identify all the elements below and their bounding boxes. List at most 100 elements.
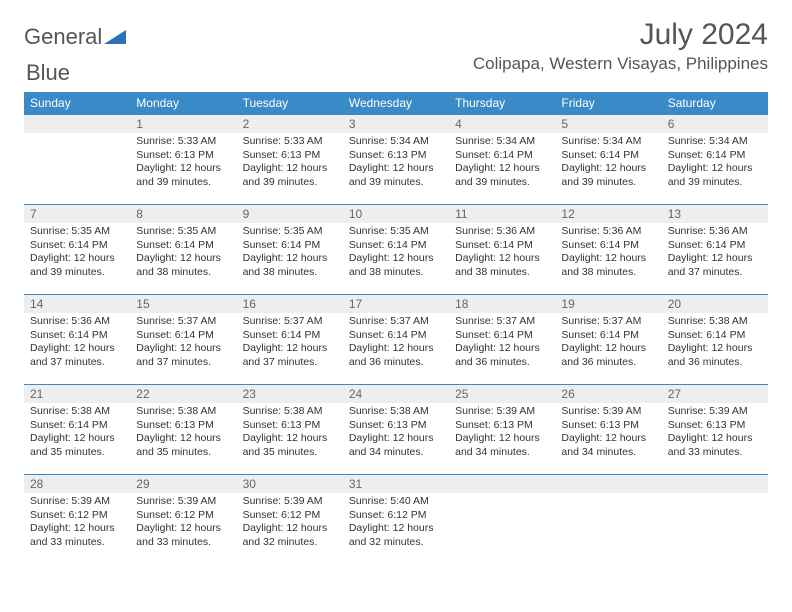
day-details: Sunrise: 5:38 AMSunset: 6:14 PMDaylight:… <box>24 403 130 464</box>
daylight-text: Daylight: 12 hours and 38 minutes. <box>455 252 549 279</box>
calendar-day-cell: 19Sunrise: 5:37 AMSunset: 6:14 PMDayligh… <box>555 294 661 384</box>
logo: General <box>24 18 128 50</box>
calendar-day-cell: 9Sunrise: 5:35 AMSunset: 6:14 PMDaylight… <box>237 204 343 294</box>
day-details: Sunrise: 5:38 AMSunset: 6:13 PMDaylight:… <box>343 403 449 464</box>
daylight-text: Daylight: 12 hours and 33 minutes. <box>30 522 124 549</box>
calendar-day-cell: 10Sunrise: 5:35 AMSunset: 6:14 PMDayligh… <box>343 204 449 294</box>
logo-text-general: General <box>24 24 102 50</box>
sunrise-text: Sunrise: 5:36 AM <box>668 225 762 239</box>
sunset-text: Sunset: 6:13 PM <box>243 419 337 433</box>
day-number: 17 <box>343 294 449 313</box>
sunset-text: Sunset: 6:14 PM <box>668 239 762 253</box>
day-number: 18 <box>449 294 555 313</box>
calendar-day-cell: 23Sunrise: 5:38 AMSunset: 6:13 PMDayligh… <box>237 384 343 474</box>
calendar-day-cell: 30Sunrise: 5:39 AMSunset: 6:12 PMDayligh… <box>237 474 343 564</box>
day-details: Sunrise: 5:39 AMSunset: 6:12 PMDaylight:… <box>24 493 130 554</box>
daylight-text: Daylight: 12 hours and 37 minutes. <box>30 342 124 369</box>
calendar-day-cell: 24Sunrise: 5:38 AMSunset: 6:13 PMDayligh… <box>343 384 449 474</box>
day-details: Sunrise: 5:38 AMSunset: 6:13 PMDaylight:… <box>237 403 343 464</box>
calendar-day-cell: 29Sunrise: 5:39 AMSunset: 6:12 PMDayligh… <box>130 474 236 564</box>
calendar-week-row: 14Sunrise: 5:36 AMSunset: 6:14 PMDayligh… <box>24 294 768 384</box>
weekday-header: Thursday <box>449 92 555 114</box>
calendar-day-cell: 18Sunrise: 5:37 AMSunset: 6:14 PMDayligh… <box>449 294 555 384</box>
sunset-text: Sunset: 6:12 PM <box>30 509 124 523</box>
sunset-text: Sunset: 6:12 PM <box>349 509 443 523</box>
weekday-header: Tuesday <box>237 92 343 114</box>
calendar-week-row: 7Sunrise: 5:35 AMSunset: 6:14 PMDaylight… <box>24 204 768 294</box>
sunset-text: Sunset: 6:13 PM <box>136 149 230 163</box>
day-details: Sunrise: 5:39 AMSunset: 6:12 PMDaylight:… <box>237 493 343 554</box>
day-number: 21 <box>24 384 130 403</box>
calendar-day-cell: 22Sunrise: 5:38 AMSunset: 6:13 PMDayligh… <box>130 384 236 474</box>
daylight-text: Daylight: 12 hours and 37 minutes. <box>243 342 337 369</box>
daylight-text: Daylight: 12 hours and 34 minutes. <box>455 432 549 459</box>
day-details: Sunrise: 5:34 AMSunset: 6:14 PMDaylight:… <box>662 133 768 194</box>
day-number: 7 <box>24 204 130 223</box>
calendar-day-cell: 1Sunrise: 5:33 AMSunset: 6:13 PMDaylight… <box>130 114 236 204</box>
day-number: 20 <box>662 294 768 313</box>
sunset-text: Sunset: 6:14 PM <box>136 239 230 253</box>
day-number: 4 <box>449 114 555 133</box>
daylight-text: Daylight: 12 hours and 35 minutes. <box>30 432 124 459</box>
daylight-text: Daylight: 12 hours and 32 minutes. <box>349 522 443 549</box>
day-details: Sunrise: 5:39 AMSunset: 6:13 PMDaylight:… <box>555 403 661 464</box>
daylight-text: Daylight: 12 hours and 34 minutes. <box>561 432 655 459</box>
daylight-text: Daylight: 12 hours and 39 minutes. <box>455 162 549 189</box>
sunrise-text: Sunrise: 5:39 AM <box>136 495 230 509</box>
sunset-text: Sunset: 6:13 PM <box>243 149 337 163</box>
day-number <box>662 474 768 493</box>
day-details: Sunrise: 5:38 AMSunset: 6:14 PMDaylight:… <box>662 313 768 374</box>
day-number: 25 <box>449 384 555 403</box>
day-details: Sunrise: 5:37 AMSunset: 6:14 PMDaylight:… <box>449 313 555 374</box>
day-details: Sunrise: 5:36 AMSunset: 6:14 PMDaylight:… <box>555 223 661 284</box>
sunset-text: Sunset: 6:14 PM <box>30 419 124 433</box>
calendar-day-cell <box>555 474 661 564</box>
sunrise-text: Sunrise: 5:34 AM <box>561 135 655 149</box>
sunrise-text: Sunrise: 5:39 AM <box>30 495 124 509</box>
sunset-text: Sunset: 6:13 PM <box>349 149 443 163</box>
weekday-header: Monday <box>130 92 236 114</box>
day-number: 16 <box>237 294 343 313</box>
title-block: July 2024 Colipapa, Western Visayas, Phi… <box>473 18 768 74</box>
day-number <box>449 474 555 493</box>
daylight-text: Daylight: 12 hours and 36 minutes. <box>455 342 549 369</box>
sunrise-text: Sunrise: 5:38 AM <box>349 405 443 419</box>
calendar-day-cell <box>662 474 768 564</box>
day-number: 12 <box>555 204 661 223</box>
calendar-day-cell: 8Sunrise: 5:35 AMSunset: 6:14 PMDaylight… <box>130 204 236 294</box>
daylight-text: Daylight: 12 hours and 38 minutes. <box>136 252 230 279</box>
sunrise-text: Sunrise: 5:37 AM <box>136 315 230 329</box>
daylight-text: Daylight: 12 hours and 36 minutes. <box>349 342 443 369</box>
calendar-day-cell: 26Sunrise: 5:39 AMSunset: 6:13 PMDayligh… <box>555 384 661 474</box>
daylight-text: Daylight: 12 hours and 37 minutes. <box>136 342 230 369</box>
day-number <box>24 114 130 133</box>
daylight-text: Daylight: 12 hours and 39 minutes. <box>668 162 762 189</box>
sunset-text: Sunset: 6:14 PM <box>243 239 337 253</box>
calendar-day-cell: 15Sunrise: 5:37 AMSunset: 6:14 PMDayligh… <box>130 294 236 384</box>
sunset-text: Sunset: 6:14 PM <box>561 329 655 343</box>
day-number: 1 <box>130 114 236 133</box>
sunset-text: Sunset: 6:14 PM <box>243 329 337 343</box>
day-number: 30 <box>237 474 343 493</box>
day-details: Sunrise: 5:37 AMSunset: 6:14 PMDaylight:… <box>555 313 661 374</box>
sunset-text: Sunset: 6:13 PM <box>668 419 762 433</box>
sunrise-text: Sunrise: 5:34 AM <box>455 135 549 149</box>
day-details: Sunrise: 5:36 AMSunset: 6:14 PMDaylight:… <box>24 313 130 374</box>
sunset-text: Sunset: 6:14 PM <box>349 239 443 253</box>
day-number: 2 <box>237 114 343 133</box>
day-details: Sunrise: 5:33 AMSunset: 6:13 PMDaylight:… <box>130 133 236 194</box>
day-details: Sunrise: 5:34 AMSunset: 6:14 PMDaylight:… <box>449 133 555 194</box>
calendar-day-cell: 21Sunrise: 5:38 AMSunset: 6:14 PMDayligh… <box>24 384 130 474</box>
calendar-body: 1Sunrise: 5:33 AMSunset: 6:13 PMDaylight… <box>24 114 768 564</box>
sunrise-text: Sunrise: 5:36 AM <box>30 315 124 329</box>
sunrise-text: Sunrise: 5:39 AM <box>668 405 762 419</box>
daylight-text: Daylight: 12 hours and 34 minutes. <box>349 432 443 459</box>
day-number: 5 <box>555 114 661 133</box>
day-details: Sunrise: 5:34 AMSunset: 6:13 PMDaylight:… <box>343 133 449 194</box>
month-title: July 2024 <box>473 18 768 52</box>
calendar-day-cell: 14Sunrise: 5:36 AMSunset: 6:14 PMDayligh… <box>24 294 130 384</box>
sunrise-text: Sunrise: 5:37 AM <box>455 315 549 329</box>
calendar-day-cell: 25Sunrise: 5:39 AMSunset: 6:13 PMDayligh… <box>449 384 555 474</box>
logo-triangle-icon <box>104 26 126 49</box>
day-details: Sunrise: 5:37 AMSunset: 6:14 PMDaylight:… <box>130 313 236 374</box>
